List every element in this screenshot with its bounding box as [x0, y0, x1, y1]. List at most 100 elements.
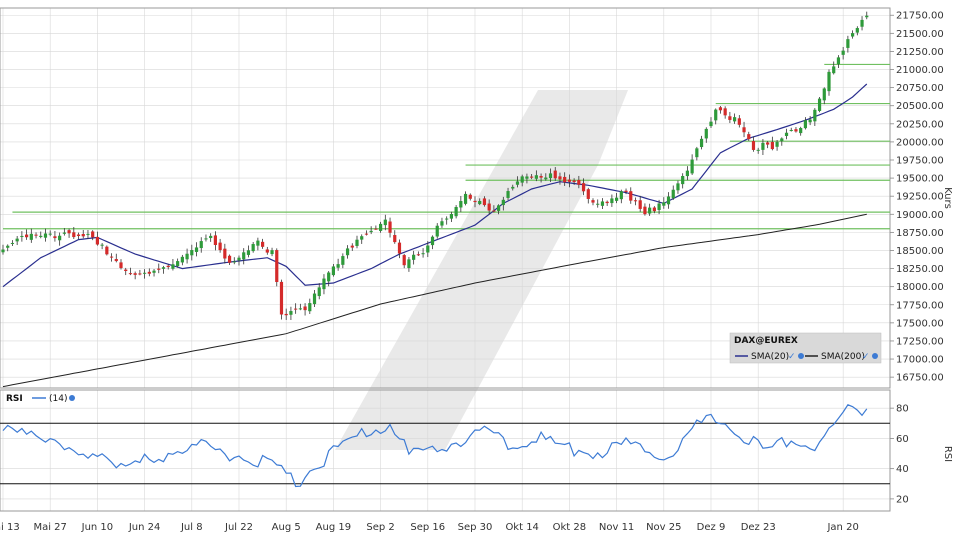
candle-body: [709, 121, 713, 127]
candle-body: [336, 264, 340, 268]
candle: [246, 245, 251, 258]
time-tick-label: Okt 14: [505, 522, 539, 533]
rsi-legend: RSI (14): [6, 394, 75, 404]
candle: [199, 237, 203, 253]
candle: [364, 230, 369, 236]
candle-body: [520, 176, 524, 183]
candle: [213, 231, 217, 251]
candle-body: [58, 235, 62, 241]
candle-body: [577, 179, 581, 185]
candle: [563, 172, 567, 186]
candle-body: [704, 128, 708, 139]
candle-body: [284, 313, 288, 316]
price-tick-label: 18250.00: [896, 264, 944, 275]
candle-body: [733, 117, 737, 122]
candle: [581, 178, 586, 196]
candle: [105, 245, 109, 256]
time-tick-label: Mai 13: [0, 522, 20, 533]
candle-body: [808, 119, 812, 123]
candle: [704, 127, 708, 143]
candle: [690, 154, 694, 176]
candle-body: [138, 273, 142, 275]
candle-body: [416, 254, 420, 256]
time-tick-label: Dez 9: [697, 522, 726, 533]
candle: [714, 108, 718, 125]
candle-body: [209, 235, 213, 239]
candle: [218, 238, 222, 253]
candle-body: [761, 142, 765, 150]
time-tick-label: Dez 23: [741, 522, 776, 533]
candle-body: [747, 134, 751, 140]
candle-body: [591, 200, 595, 203]
candle-body: [676, 183, 680, 191]
candle: [572, 178, 576, 185]
support-lines: [3, 63, 890, 230]
candle-body: [530, 176, 534, 178]
candle-body: [10, 242, 15, 244]
candle-body: [213, 235, 217, 246]
candle-body: [261, 241, 265, 247]
candle: [435, 223, 439, 239]
candle-body: [770, 141, 774, 150]
candle: [308, 298, 312, 315]
candle-body: [91, 231, 95, 238]
price-tick-label: 19250.00: [896, 192, 944, 203]
candle: [388, 217, 392, 238]
candle: [412, 250, 416, 265]
candle: [775, 139, 779, 151]
candle: [817, 96, 822, 113]
candle-body: [789, 129, 793, 131]
price-tick-label: 19500.00: [896, 174, 944, 185]
candle: [827, 69, 831, 96]
legend-sma20-label: SMA(20): [751, 352, 789, 362]
candle: [676, 180, 680, 194]
price-tick-label: 21500.00: [896, 29, 944, 40]
candle: [62, 228, 66, 236]
legend-title: DAX@EUREX: [734, 336, 798, 346]
candle: [360, 234, 364, 244]
candle: [86, 229, 90, 239]
candle: [25, 229, 29, 240]
candle: [615, 193, 619, 204]
candle: [303, 303, 307, 316]
price-tick-label: 18750.00: [896, 228, 944, 239]
candle-body: [360, 236, 364, 240]
legend-sma200-check-icon[interactable]: ✓: [862, 351, 870, 361]
candle-body: [194, 247, 199, 252]
candle: [350, 243, 354, 251]
rsi-settings-icon[interactable]: [69, 395, 75, 401]
candle-body: [586, 189, 590, 199]
candle: [671, 185, 675, 200]
candle-body: [685, 170, 689, 177]
candle-body: [832, 66, 836, 74]
candle-body: [317, 287, 321, 297]
candle-body: [25, 234, 29, 238]
candle-body: [185, 253, 189, 260]
time-tick-label: Aug 5: [272, 522, 301, 533]
price-panel: [0, 7, 891, 389]
legend-sma200-settings-icon[interactable]: [872, 353, 878, 359]
candle-body: [176, 261, 180, 267]
candle-body: [690, 159, 694, 174]
candle: [10, 240, 15, 246]
candle-body: [799, 128, 803, 134]
candle: [648, 203, 652, 216]
candle-body: [374, 228, 378, 230]
candle: [473, 196, 477, 208]
candle-body: [39, 235, 43, 237]
time-tick-label: Aug 19: [316, 522, 351, 533]
legend-sma20-check-icon[interactable]: ✓: [788, 351, 796, 361]
rsi-line: [2, 404, 868, 488]
legend-sma200-label: SMA(200): [821, 352, 865, 362]
price-legend: DAX@EUREX SMA(20) ✓ SMA(200) ✓: [729, 332, 882, 364]
candle: [34, 232, 38, 239]
candle: [242, 248, 246, 265]
candle: [643, 203, 647, 216]
legend-sma20-settings-icon[interactable]: [798, 353, 804, 359]
candle-body: [62, 232, 66, 234]
candle: [166, 264, 170, 270]
candle: [58, 232, 62, 246]
candle: [261, 238, 265, 249]
candle-body: [827, 71, 831, 92]
